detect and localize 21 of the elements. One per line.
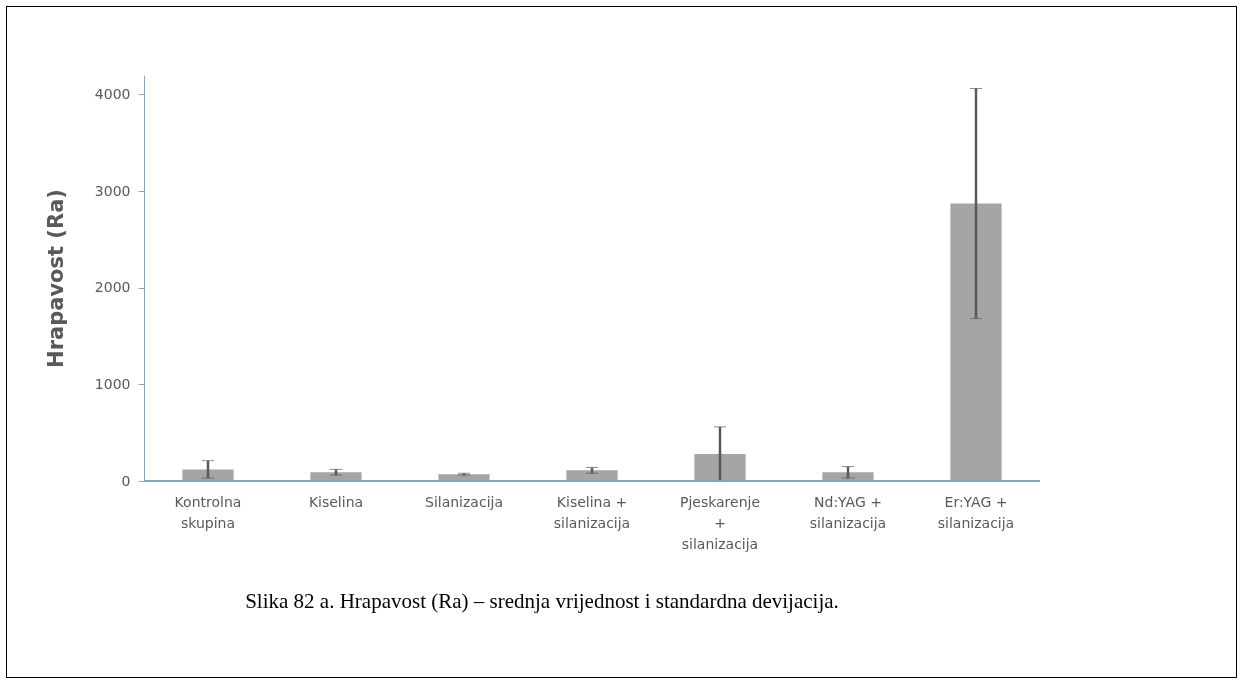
- y-tick-label: 1000: [94, 375, 131, 392]
- text: Slika 82 a. Hrapavost (Ra) – srednja vrijednost i standardna devijacija.: [245, 589, 839, 613]
- bar: [950, 203, 1002, 481]
- x-tick-label: Silanizacija: [425, 493, 503, 510]
- bar: [694, 453, 746, 481]
- x-tick-label: Kiselina: [308, 493, 364, 510]
- x-tick-label: Nd:YAG + silanizacija: [809, 493, 887, 531]
- y-tick-label: 3000: [94, 182, 131, 199]
- x-tick-label: Kiselina + silanizacija: [553, 493, 631, 531]
- bar: [566, 470, 618, 481]
- y-axis-title: Hrapavost (Ra): [43, 189, 68, 368]
- x-tick-label: Pjeskarenje + silanizacija: [679, 493, 761, 552]
- y-tick-label: 0: [121, 472, 131, 489]
- y-tick-label: 2000: [94, 279, 131, 296]
- bar: [310, 472, 362, 481]
- bar: [822, 472, 874, 481]
- bar: [438, 474, 490, 481]
- bar: [182, 469, 234, 481]
- y-tick-label: 4000: [94, 85, 131, 102]
- x-tick-label: Er:YAG + silanizacija: [937, 493, 1015, 531]
- x-tick-label: Kontrolna skupina: [174, 493, 242, 531]
